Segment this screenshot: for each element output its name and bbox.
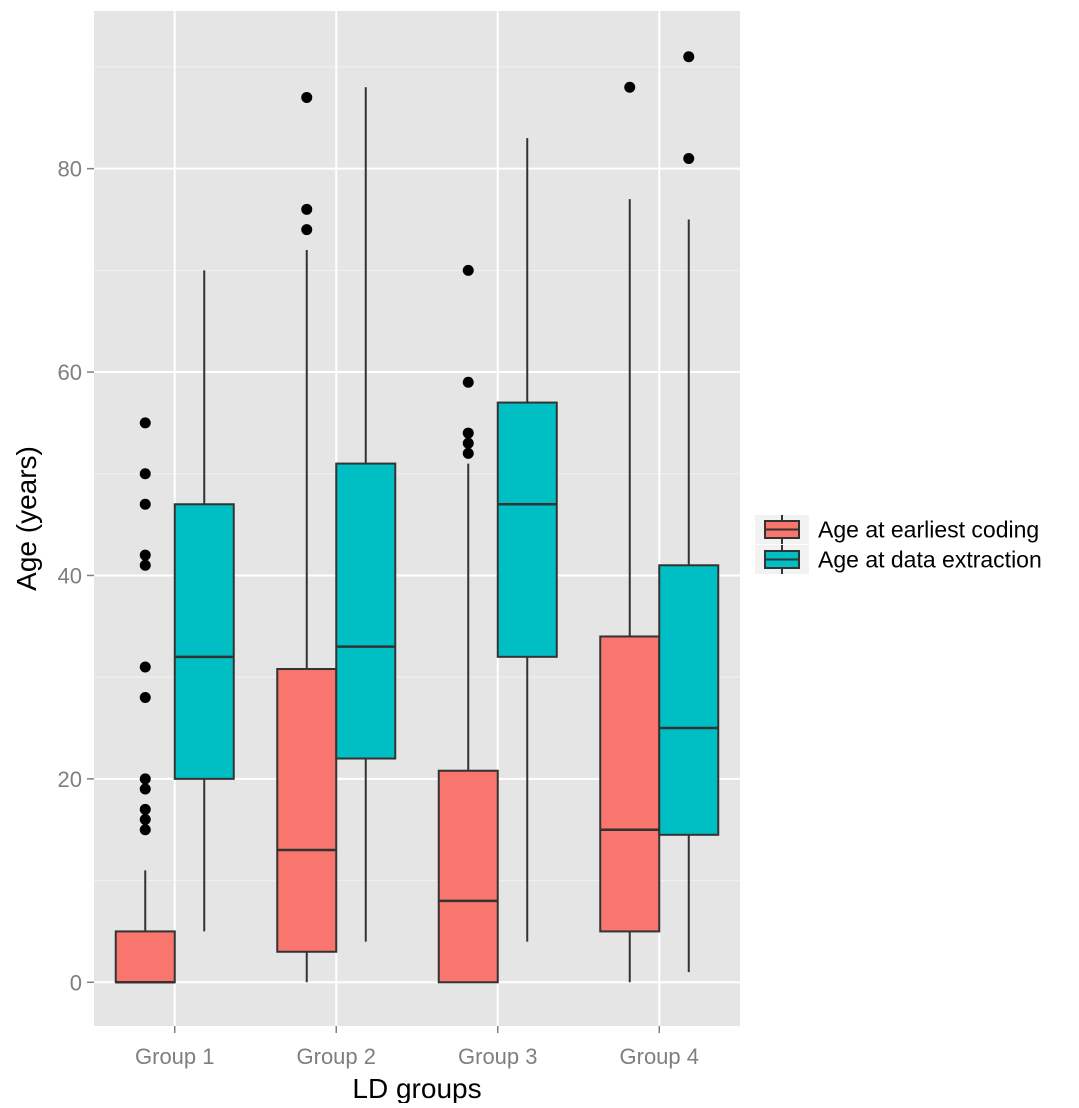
y-tick-label: 20: [58, 767, 82, 792]
y-tick-label: 0: [70, 970, 82, 995]
box-group-1-earliest-coding: [114, 417, 176, 984]
outlier-point: [683, 152, 695, 164]
outlier-point: [462, 376, 474, 388]
box-group-4-data-extraction: [658, 51, 720, 973]
box-iqr: [114, 930, 176, 984]
outlier-point: [462, 264, 474, 276]
outlier-point: [139, 559, 151, 571]
box-iqr: [276, 668, 338, 953]
x-tick-label: Group 2: [297, 1044, 377, 1069]
box-group-3-earliest-coding: [437, 264, 499, 984]
box-group-1-data-extraction: [173, 270, 235, 932]
outlier-point: [462, 437, 474, 449]
legend-label: Age at data extraction: [818, 547, 1042, 573]
box-series: [114, 51, 720, 984]
outlier-point: [139, 691, 151, 703]
outlier-point: [139, 549, 151, 561]
outlier-point: [139, 773, 151, 785]
outlier-point: [139, 498, 151, 510]
box-iqr: [658, 564, 720, 836]
legend-item: Age at data extraction: [755, 545, 1042, 574]
y-tick-label: 80: [58, 157, 82, 182]
box-iqr: [173, 503, 235, 780]
legend: Age at earliest coding Age at data extrac…: [755, 515, 1042, 574]
x-axis-title: LD groups: [352, 1073, 481, 1103]
box-group-4-earliest-coding: [599, 81, 661, 983]
outlier-point: [683, 51, 695, 63]
axes: LD groups Age (years) 0 20 40 60 80 Group 1 Gr…: [11, 157, 700, 1104]
y-tick-label: 60: [58, 360, 82, 385]
outlier-point: [139, 814, 151, 826]
legend-item: Age at earliest coding: [755, 515, 1039, 544]
outlier-point: [139, 661, 151, 673]
outlier-point: [624, 81, 636, 93]
box-iqr: [496, 401, 558, 658]
outlier-point: [139, 824, 151, 836]
outlier-point: [301, 224, 313, 236]
box-group-3-data-extraction: [496, 138, 558, 942]
outlier-point: [139, 468, 151, 480]
y-tick-label: 40: [58, 563, 82, 588]
x-tick-label: Group 3: [458, 1044, 538, 1069]
box-iqr: [599, 635, 661, 933]
outlier-point: [139, 783, 151, 795]
box-iqr: [335, 462, 397, 760]
outlier-point: [462, 427, 474, 439]
outlier-point: [462, 447, 474, 459]
box-iqr: [437, 769, 499, 984]
box-group-2-earliest-coding: [276, 91, 338, 983]
outlier-point: [301, 91, 313, 103]
outlier-point: [139, 803, 151, 815]
outlier-point: [139, 417, 151, 429]
y-axis-title: Age (years): [11, 446, 42, 591]
outlier-point: [301, 203, 313, 215]
x-tick-label: Group 4: [620, 1044, 700, 1069]
box-group-2-data-extraction: [335, 87, 397, 942]
legend-label: Age at earliest coding: [818, 517, 1039, 543]
x-tick-label: Group 1: [135, 1044, 215, 1069]
